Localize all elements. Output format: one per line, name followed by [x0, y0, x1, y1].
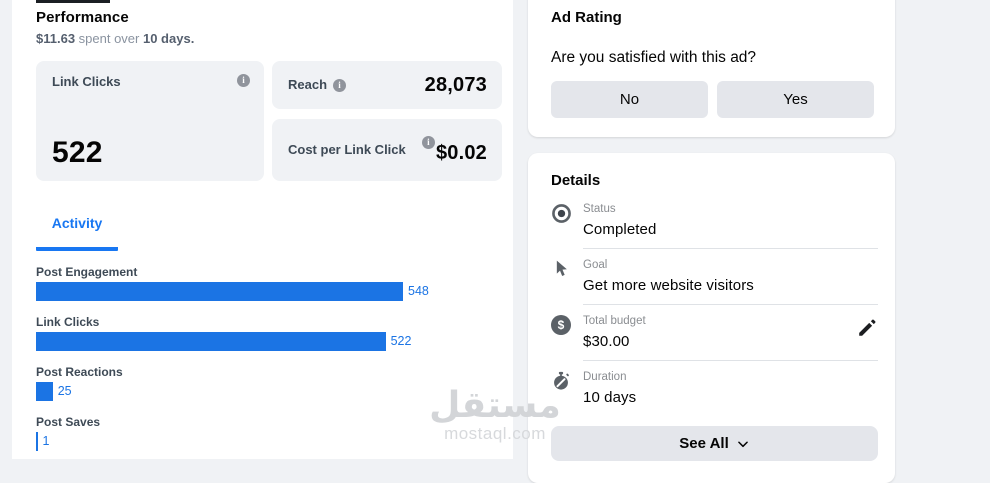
bar: [36, 432, 38, 451]
cost-per-link-click-value: $0.02: [435, 141, 487, 164]
detail-row-goal: Goal Get more website visitors: [551, 258, 878, 314]
spend-amount: $11.63: [36, 31, 76, 46]
bar: [36, 282, 403, 301]
bar-label: Post Saves: [36, 415, 101, 429]
top-tab-indicator: [36, 0, 110, 3]
detail-label: Duration: [583, 371, 627, 383]
bar-row-post-saves: Post Saves 1: [36, 416, 502, 451]
detail-label: Goal: [583, 259, 608, 271]
bar-row-post-engagement: Post Engagement 548: [36, 266, 502, 301]
bar-value: 25: [57, 384, 72, 398]
cost-per-link-click-label: Cost per Link Click: [288, 142, 406, 157]
see-all-label: See All: [679, 435, 729, 452]
info-icon[interactable]: [333, 78, 347, 92]
detail-label: Total budget: [583, 315, 646, 327]
detail-value: $30.00: [583, 333, 630, 350]
performance-panel: Performance $11.63 spent over 10 days. L…: [12, 0, 513, 459]
detail-row-total-budget: Total budget $30.00: [551, 314, 878, 370]
ad-rating-question: Are you satisfied with this ad?: [551, 49, 757, 66]
bar-row-link-clicks: Link Clicks 522: [36, 316, 502, 351]
see-all-button[interactable]: See All: [551, 426, 878, 461]
link-clicks-label: Link Clicks: [52, 74, 121, 89]
detail-row-status: Status Completed: [551, 202, 878, 258]
bar-value: 522: [390, 334, 412, 348]
bar-value: 548: [408, 284, 429, 298]
detail-value: Completed: [583, 221, 657, 238]
bar-label: Link Clicks: [36, 315, 100, 329]
detail-row-duration: Duration 10 days: [551, 370, 878, 415]
bar-label: Post Reactions: [36, 365, 123, 379]
metric-cards: Link Clicks 522 Reach 28,073 Cost pe: [36, 61, 502, 181]
info-icon[interactable]: [421, 135, 435, 149]
spend-summary: $11.63 spent over 10 days.: [36, 31, 502, 47]
chevron-down-icon: [737, 440, 748, 447]
reach-label: Reach: [288, 77, 328, 92]
ads-insights-screen: Performance $11.63 spent over 10 days. L…: [0, 0, 990, 459]
dollar-icon: [551, 314, 573, 370]
performance-title: Performance: [36, 9, 129, 26]
ad-rating-card: Ad Rating Are you satisfied with this ad…: [528, 0, 895, 137]
reach-card: Reach 28,073: [272, 61, 502, 109]
edit-budget-button[interactable]: [856, 317, 878, 339]
no-button[interactable]: No: [551, 81, 708, 118]
detail-label: Status: [583, 203, 616, 215]
goal-cursor-icon: [551, 258, 573, 314]
stopwatch-icon: [551, 370, 573, 415]
ad-rating-title: Ad Rating: [551, 9, 622, 26]
status-icon: [551, 202, 573, 258]
spend-days: 10 days: [142, 31, 191, 46]
spend-period: .: [190, 31, 195, 46]
detail-value: Get more website visitors: [583, 277, 754, 294]
details-title: Details: [551, 172, 601, 189]
bar-row-post-reactions: Post Reactions 25: [36, 366, 502, 401]
bar-value: 1: [42, 434, 50, 448]
cost-per-link-click-card: Cost per Link Click $0.02: [272, 119, 502, 181]
bar: [36, 332, 386, 351]
yes-button[interactable]: Yes: [717, 81, 874, 118]
reach-value: 28,073: [424, 73, 487, 96]
tab-activity[interactable]: Activity: [36, 215, 118, 251]
info-icon[interactable]: [237, 74, 250, 87]
activity-bar-chart: Post Engagement 548 Link Clicks 522 Post…: [36, 266, 502, 451]
detail-value: 10 days: [583, 389, 637, 406]
bar-label: Post Engagement: [36, 265, 138, 279]
spend-summary-text: spent over: [75, 31, 143, 46]
details-card: Details Status Completed Goal Get more w…: [528, 153, 895, 483]
link-clicks-card: Link Clicks 522: [36, 61, 264, 181]
bar: [36, 382, 53, 401]
link-clicks-value: 522: [52, 136, 103, 169]
